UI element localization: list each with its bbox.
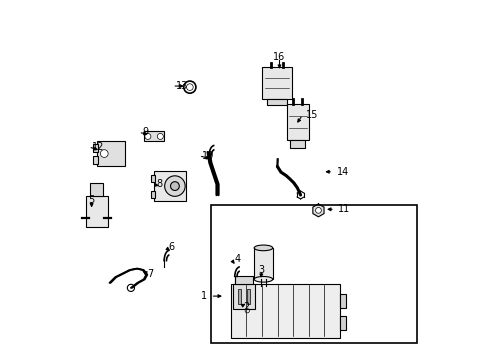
Circle shape xyxy=(164,176,185,196)
Text: 7: 7 xyxy=(147,269,153,279)
Polygon shape xyxy=(312,204,324,217)
Text: 4: 4 xyxy=(234,254,241,264)
Text: 8: 8 xyxy=(156,179,162,189)
Text: 12: 12 xyxy=(92,142,104,152)
Text: 9: 9 xyxy=(142,127,148,138)
Bar xyxy=(232,284,254,309)
Ellipse shape xyxy=(254,245,272,251)
Text: 10: 10 xyxy=(202,151,214,161)
Text: 15: 15 xyxy=(305,110,318,120)
Bar xyxy=(93,156,98,164)
Bar xyxy=(246,289,249,304)
Circle shape xyxy=(144,134,151,139)
Bar xyxy=(85,196,107,227)
Text: 5: 5 xyxy=(88,195,95,204)
Bar xyxy=(266,99,286,105)
Bar xyxy=(151,192,155,198)
Bar xyxy=(339,294,346,308)
Bar xyxy=(90,183,103,196)
Bar xyxy=(97,141,125,166)
Bar xyxy=(230,284,339,338)
Bar xyxy=(286,104,308,140)
Text: 2: 2 xyxy=(243,302,249,312)
Circle shape xyxy=(170,182,179,190)
Text: 6: 6 xyxy=(168,242,175,252)
Bar xyxy=(262,67,291,99)
Bar xyxy=(234,276,252,284)
Bar xyxy=(93,144,98,152)
Text: 16: 16 xyxy=(273,53,285,63)
Bar xyxy=(154,171,185,201)
Text: 1: 1 xyxy=(201,291,206,301)
Ellipse shape xyxy=(254,276,272,282)
Text: 11: 11 xyxy=(338,204,350,214)
Text: 13: 13 xyxy=(176,81,188,91)
Bar xyxy=(289,140,305,148)
Circle shape xyxy=(315,207,321,213)
Bar xyxy=(210,205,416,342)
Circle shape xyxy=(186,84,193,90)
Text: 14: 14 xyxy=(336,167,348,177)
Text: 3: 3 xyxy=(258,265,264,275)
Bar xyxy=(143,131,164,141)
Bar xyxy=(238,289,240,304)
Circle shape xyxy=(100,150,108,157)
Bar xyxy=(254,248,272,279)
Bar xyxy=(151,175,155,182)
Bar xyxy=(339,316,346,330)
Circle shape xyxy=(157,134,163,139)
